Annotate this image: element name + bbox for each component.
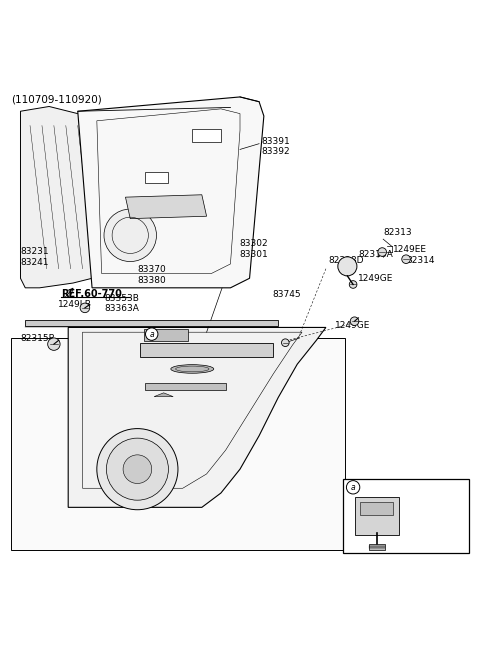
Circle shape: [378, 248, 386, 256]
Text: 83745: 83745: [273, 289, 301, 299]
FancyBboxPatch shape: [144, 172, 168, 183]
Text: a: a: [351, 482, 355, 492]
Circle shape: [97, 428, 178, 510]
FancyBboxPatch shape: [369, 544, 385, 550]
Text: 83370
83380: 83370 83380: [137, 265, 166, 285]
Text: 83231
83241: 83231 83241: [21, 247, 49, 267]
Polygon shape: [68, 327, 326, 507]
Text: 83302
83301: 83302 83301: [239, 239, 268, 259]
Polygon shape: [154, 393, 173, 396]
Polygon shape: [78, 97, 264, 288]
Polygon shape: [144, 383, 226, 391]
Polygon shape: [25, 320, 278, 326]
Text: 83353B
83363A: 83353B 83363A: [104, 294, 139, 314]
Text: 1249GE: 1249GE: [336, 321, 371, 329]
FancyBboxPatch shape: [343, 479, 469, 553]
Text: REF.60-770: REF.60-770: [61, 289, 122, 299]
Circle shape: [350, 317, 359, 325]
Circle shape: [104, 209, 156, 261]
FancyBboxPatch shape: [11, 338, 345, 550]
FancyBboxPatch shape: [144, 329, 189, 341]
Text: (110709-110920): (110709-110920): [11, 95, 102, 104]
Text: 1249EE: 1249EE: [393, 244, 427, 254]
Text: 93580A: 93580A: [400, 512, 435, 521]
Text: 83391
83392: 83391 83392: [262, 136, 290, 156]
Text: a: a: [149, 330, 154, 338]
Circle shape: [145, 328, 158, 340]
Circle shape: [338, 257, 357, 276]
Circle shape: [281, 339, 289, 346]
Text: 82313: 82313: [383, 228, 412, 237]
Ellipse shape: [171, 364, 214, 373]
Text: 82315B: 82315B: [21, 334, 55, 344]
FancyBboxPatch shape: [360, 502, 393, 514]
Polygon shape: [21, 106, 97, 288]
Circle shape: [349, 280, 357, 288]
Circle shape: [347, 481, 360, 494]
Text: 1249GE: 1249GE: [359, 274, 394, 283]
Circle shape: [48, 338, 60, 350]
Text: 1243AE: 1243AE: [400, 538, 434, 546]
FancyBboxPatch shape: [355, 497, 399, 535]
Circle shape: [402, 255, 410, 263]
Text: 82318D: 82318D: [329, 256, 364, 265]
Polygon shape: [125, 195, 206, 218]
Text: 1249LB: 1249LB: [58, 299, 92, 308]
Polygon shape: [140, 343, 274, 357]
Text: 82314: 82314: [406, 256, 434, 265]
Text: 82313A: 82313A: [359, 250, 393, 259]
Circle shape: [107, 438, 168, 500]
Circle shape: [123, 455, 152, 484]
FancyBboxPatch shape: [192, 129, 221, 142]
Circle shape: [80, 303, 90, 313]
